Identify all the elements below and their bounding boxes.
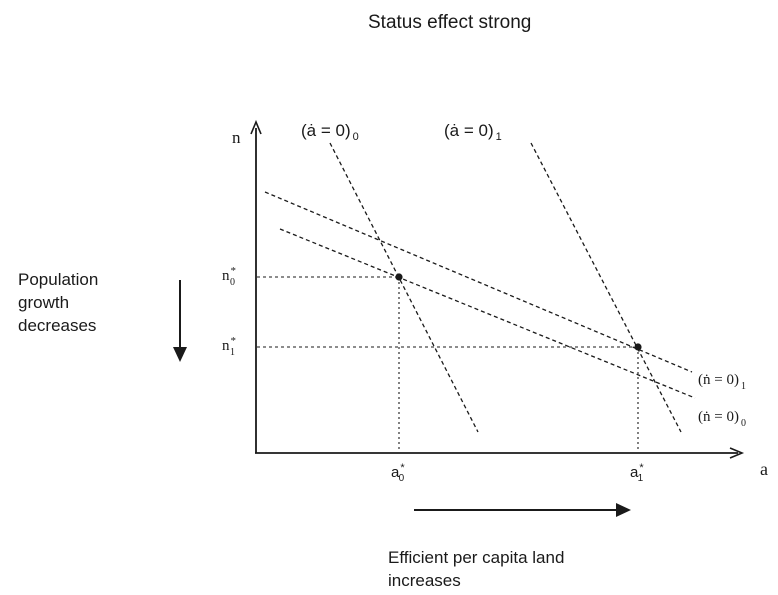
note-line: increases bbox=[388, 571, 461, 590]
n1-star-label: n* 1 bbox=[222, 335, 236, 358]
a-dot-1-line bbox=[530, 142, 682, 433]
a-dot-1-label-main: (ȧ = 0) bbox=[444, 121, 494, 140]
a-dot-0-line bbox=[329, 142, 479, 433]
n-dot-1-label: (ṅ = 0) 1 bbox=[698, 372, 746, 392]
n1-sup: * bbox=[231, 335, 237, 347]
a1-base: a bbox=[630, 464, 639, 481]
x-axis-label: a bbox=[760, 459, 768, 479]
a-dot-0-label-sub: 0 bbox=[353, 131, 359, 143]
equilibrium-point-1 bbox=[634, 343, 642, 351]
n1-sub: 1 bbox=[230, 347, 235, 358]
land-increase-arrowhead-icon bbox=[616, 503, 631, 517]
a1-sub: 1 bbox=[638, 473, 644, 484]
note-line: growth bbox=[18, 293, 70, 312]
diagram-title: Status effect strong bbox=[368, 12, 532, 33]
a0-sup: * bbox=[400, 462, 405, 474]
n-dot-1-label-main: (ṅ = 0) bbox=[698, 372, 739, 388]
n-dot-0-label-main: (ṅ = 0) bbox=[698, 409, 739, 425]
n-dot-0-label: (ṅ = 0) 0 bbox=[698, 409, 746, 429]
a-dot-0-label: (ȧ = 0) 0 bbox=[301, 121, 359, 143]
n0-base: n bbox=[222, 268, 230, 284]
land-increase-note: Efficient per capita land increases bbox=[388, 546, 648, 592]
n-dot-0-label-sub: 0 bbox=[741, 418, 746, 429]
n-dot-0-line bbox=[279, 228, 696, 399]
y-axis-arrow-icon bbox=[250, 119, 262, 135]
a1-sup: * bbox=[639, 462, 644, 474]
a-dot-1-label-sub: 1 bbox=[496, 131, 502, 143]
equilibrium-point-0 bbox=[395, 273, 403, 281]
n-dot-1-label-sub: 1 bbox=[741, 381, 746, 392]
n0-star-label: n* 0 bbox=[222, 265, 236, 288]
population-growth-note: Population growth decreases bbox=[18, 268, 148, 337]
x-axis-arrow-icon bbox=[729, 447, 745, 459]
n0-sub: 0 bbox=[230, 277, 235, 288]
a-dot-1-label: (ȧ = 0) 1 bbox=[444, 121, 502, 143]
a0-base: a bbox=[391, 464, 400, 481]
a0-sub: 0 bbox=[399, 473, 405, 484]
n-dot-1-line bbox=[264, 191, 693, 373]
n1-base: n bbox=[222, 338, 230, 354]
a0-star-label: a* 0 bbox=[391, 462, 405, 484]
population-decrease-arrowhead-icon bbox=[173, 347, 187, 362]
note-line: Population bbox=[18, 270, 99, 289]
a-dot-0-label-main: (ȧ = 0) bbox=[301, 121, 351, 140]
y-axis-label: n bbox=[232, 128, 241, 147]
note-line: Efficient per capita land bbox=[388, 548, 565, 567]
a1-star-label: a* 1 bbox=[630, 462, 644, 484]
note-line: decreases bbox=[18, 316, 97, 335]
n0-sup: * bbox=[231, 265, 237, 277]
